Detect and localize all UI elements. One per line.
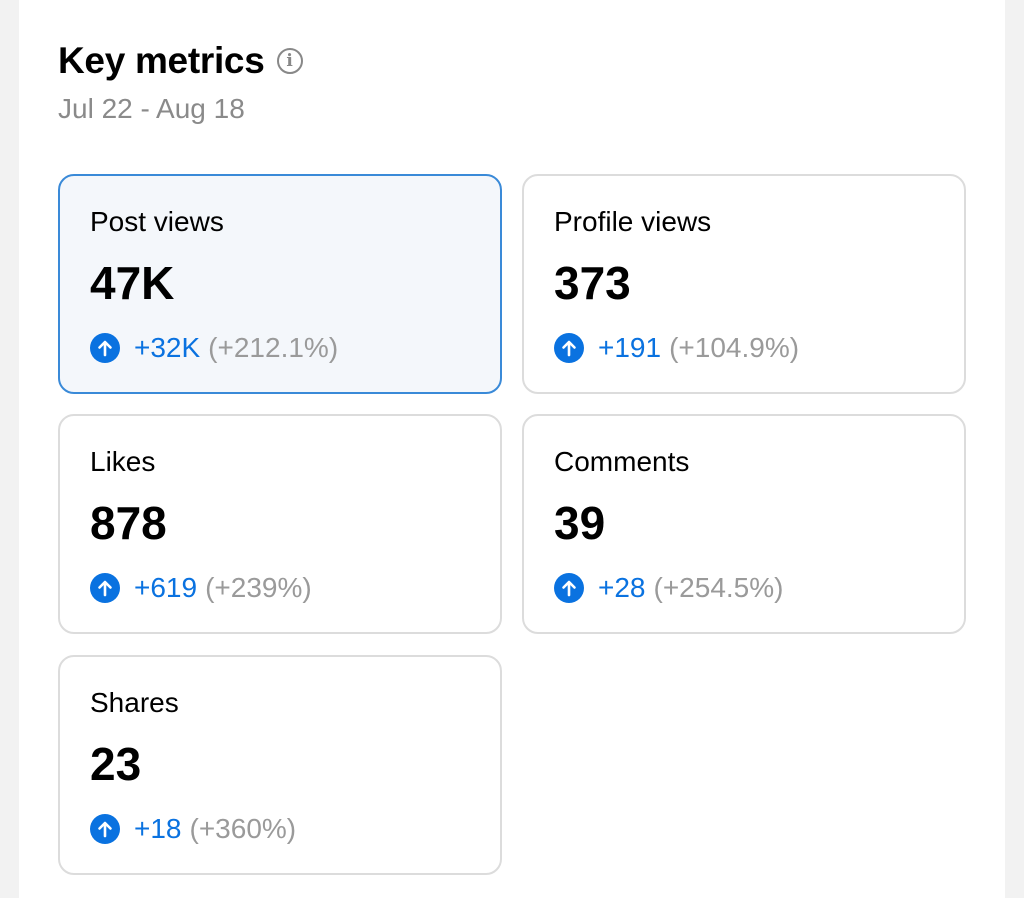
arrow-up-icon xyxy=(554,573,584,603)
metric-label: Likes xyxy=(90,446,156,477)
change-value: +619 xyxy=(134,572,198,603)
change-value: +18 xyxy=(134,813,182,844)
metric-change: +191 (+104.9%) xyxy=(554,332,799,364)
change-percent: (+254.5%) xyxy=(653,572,784,603)
change-value: +28 xyxy=(598,572,646,603)
metric-value: 878 xyxy=(90,497,167,549)
metric-label: Profile views xyxy=(554,206,712,237)
metric-change: +18 (+360%) xyxy=(90,813,296,845)
change-percent: (+104.9%) xyxy=(669,332,800,363)
metric-value: 47K xyxy=(90,257,175,309)
metric-card-shares[interactable]: Shares 23 +18 (+360%) xyxy=(58,655,502,875)
metric-label: Comments xyxy=(554,446,690,477)
metric-label: Shares xyxy=(90,687,179,718)
info-icon[interactable]: i xyxy=(276,48,303,74)
date-range: Jul 22 - Aug 18 xyxy=(58,93,245,124)
arrow-up-icon xyxy=(90,814,120,844)
metric-value: 373 xyxy=(554,257,631,309)
metric-label: Post views xyxy=(90,206,224,237)
arrow-up-icon xyxy=(90,333,120,363)
change-percent: (+239%) xyxy=(205,572,312,603)
section-title: Key metrics i xyxy=(58,40,303,82)
arrow-up-icon xyxy=(554,333,584,363)
metric-card-post-views[interactable]: Post views 47K +32K (+212.1%) xyxy=(58,174,502,394)
change-value: +32K xyxy=(134,332,201,363)
metric-change: +619 (+239%) xyxy=(90,572,312,604)
metric-card-comments[interactable]: Comments 39 +28 (+254.5%) xyxy=(522,414,966,634)
change-value: +191 xyxy=(598,332,662,363)
metric-change: +28 (+254.5%) xyxy=(554,572,783,604)
title-text: Key metrics xyxy=(58,40,265,81)
metric-card-profile-views[interactable]: Profile views 373 +191 (+104.9%) xyxy=(522,174,966,394)
metric-card-likes[interactable]: Likes 878 +619 (+239%) xyxy=(58,414,502,634)
metric-value: 23 xyxy=(90,738,142,790)
change-percent: (+360%) xyxy=(189,813,297,844)
metric-change: +32K (+212.1%) xyxy=(90,332,338,364)
change-percent: (+212.1%) xyxy=(208,332,339,363)
metric-value: 39 xyxy=(554,497,606,549)
arrow-up-icon xyxy=(90,573,120,603)
